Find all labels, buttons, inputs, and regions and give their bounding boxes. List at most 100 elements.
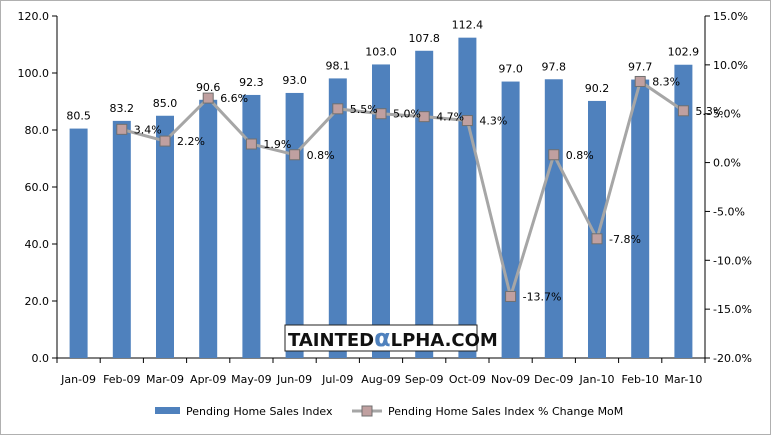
bar [415,50,434,359]
x-tick-label: Jun-09 [276,373,312,386]
x-tick-label: Feb-09 [103,373,140,386]
watermark-text: TAINTEDαLPHA.COM [288,324,498,352]
bar [285,92,304,358]
bar [242,94,261,358]
bar-data-label: 85.0 [153,97,178,110]
y-right-tick-label: 0.0% [713,157,741,170]
line-point [548,149,560,161]
y-left-tick-label: 80.0 [25,124,50,137]
watermark-left: TAINTED [288,330,374,351]
line-data-label: 5.3% [695,105,723,118]
bar-data-labels: 80.5 83.2 85.0 90.6 92.3 93.0 98.1 103.0 107.8 11… [66,19,699,123]
bar-data-label: 103.0 [365,45,397,58]
bar [588,100,606,359]
y-right-tick-label: 10.0% [713,59,748,72]
line-point [289,149,301,161]
line-point [375,108,387,120]
bar-data-label: 102.9 [668,46,700,59]
bar-data-label: 90.6 [196,81,221,94]
x-tick-label: Aug-09 [361,373,400,386]
line-point [245,138,257,150]
x-tick-label: Apr-09 [190,373,226,386]
x-tick-label: Jan-10 [579,373,615,386]
bar [156,115,174,358]
bar [372,64,390,358]
line-point [677,105,689,117]
legend-swatch-marker [361,405,373,417]
x-tick-label: Mar-09 [146,373,184,386]
y-right-tick-label: 15.0% [713,10,748,23]
line-series [116,75,689,303]
line-data-label: 4.3% [479,115,507,128]
line-data-label: 4.7% [436,111,464,124]
line-point [634,75,646,87]
bar [112,120,131,358]
bar [69,128,88,358]
bar [501,81,520,359]
legend-swatch-bar [155,407,180,414]
bar-data-label: 97.8 [542,60,567,73]
y-right-tick-label: -10.0% [713,254,752,267]
y-right-tick-label: -15.0% [713,303,752,316]
line-point [418,111,430,123]
bar-data-label: 98.1 [326,59,351,72]
bar-data-label: 97.7 [628,61,653,74]
legend: Pending Home Sales Index Pending Home Sal… [155,405,623,418]
x-tick-label: Dec-09 [534,373,573,386]
line-data-label: 5.5% [350,103,378,116]
bar-data-label: 92.3 [239,76,264,89]
axes: 0.0 20.0 40.0 60.0 80.0 100.0 120.0 -20.0% -15.0… [18,10,752,386]
x-tick-label: Sep-09 [405,373,444,386]
line-data-label: 6.6% [220,92,248,105]
bar-data-label: 83.2 [110,102,135,115]
y-right-tick-label: 5.0% [713,108,741,121]
y-right-tick-label: -20.0% [713,352,752,365]
x-tick-label: Feb-10 [621,373,658,386]
bar [674,64,693,359]
line-point [591,233,603,245]
watermark-box [284,324,478,352]
x-tick-label: Mar-10 [664,373,702,386]
y-left-tick-label: 120.0 [18,10,50,23]
line-data-label: 3.4% [134,123,162,136]
watermark: TAINTEDαLPHA.COM [284,324,498,352]
line-point [332,103,344,115]
bar [328,78,347,358]
legend-label-bar: Pending Home Sales Index [186,405,333,418]
line-data-labels: 3.4% 2.2% 6.6% 1.9% 0.8% 5.5% 5.0% 4.7% 4.3% -13.… [134,75,724,303]
line-point [461,115,473,127]
line-data-label: -7.8% [609,233,641,246]
line-data-label: 5.0% [393,108,421,121]
bar [631,79,650,359]
y-left-tick-label: 60.0 [25,181,50,194]
y-left-tick-label: 100.0 [18,67,50,80]
bar-data-label: 97.0 [498,63,523,76]
line-data-label: 0.8% [566,149,594,162]
bar-data-label: 107.8 [408,32,440,45]
bar-data-label: 93.0 [282,74,307,87]
bar [199,99,218,358]
x-tick-label: Jan-09 [60,373,96,386]
x-tick-label: Jul-09 [321,373,353,386]
bar-data-label: 90.2 [585,82,610,95]
bar-data-label: 80.5 [66,110,91,123]
line-data-label: 1.9% [263,138,291,151]
x-tick-label: Nov-09 [491,373,530,386]
bar-series [69,37,693,359]
x-tick-label: Oct-09 [449,373,486,386]
bar-data-label: 112.4 [452,19,484,32]
y-left-tick-label: 0.0 [32,352,50,365]
bar [544,79,563,359]
line-data-label: 8.3% [652,75,680,88]
line-point [505,290,517,302]
y-left-tick-label: 40.0 [25,238,50,251]
x-tick-label: May-09 [231,373,272,386]
series-line [121,79,685,303]
watermark-right: LPHA.COM [391,330,498,351]
watermark-logo: α [374,324,391,352]
bar [458,37,477,358]
y-left-tick-label: 20.0 [25,295,50,308]
line-point [202,92,214,104]
line-point [159,135,171,147]
